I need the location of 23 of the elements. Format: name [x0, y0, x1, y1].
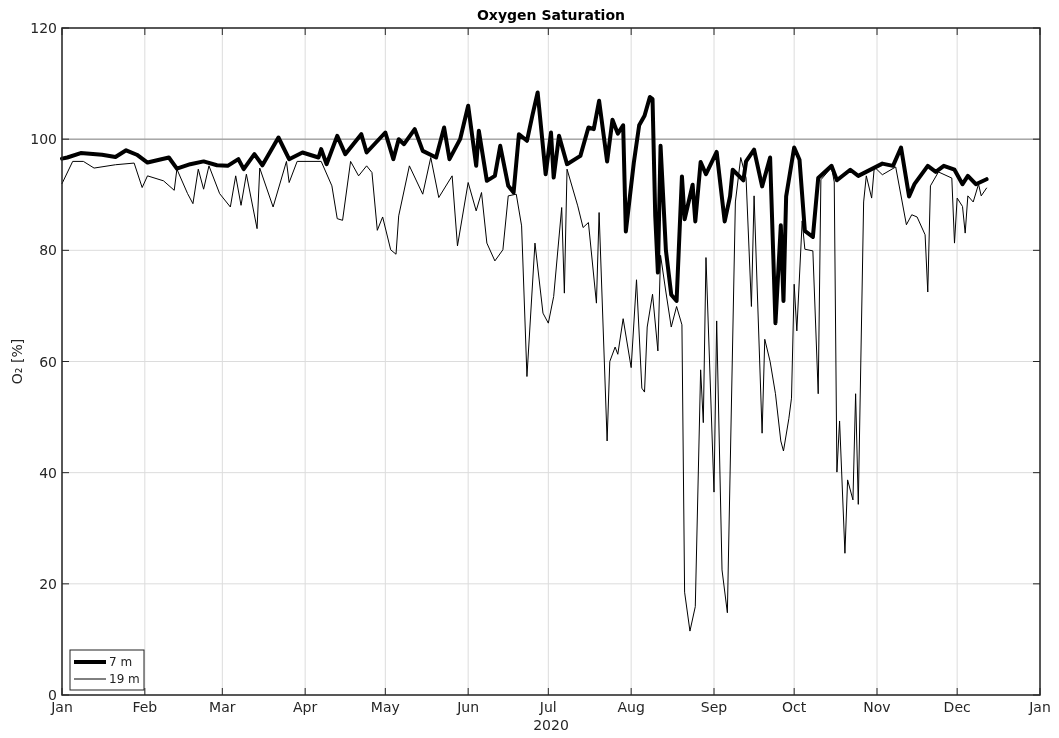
legend-label: 7 m	[109, 655, 133, 669]
y-tick-label: 100	[30, 131, 57, 148]
x-tick-label: Jul	[538, 699, 557, 715]
x-axis-title: 2020	[533, 717, 569, 733]
y-tick-label: 80	[39, 242, 57, 259]
x-tick-label: Dec	[943, 699, 971, 715]
x-tick-label: Jun	[456, 699, 480, 715]
x-tick-label: Mar	[209, 699, 236, 715]
x-tick-label: Oct	[782, 699, 807, 715]
legend-label: 19 m	[109, 672, 140, 686]
y-tick-label: 40	[39, 464, 57, 481]
x-tick-label: Nov	[863, 699, 891, 715]
chart-title: Oxygen Saturation	[476, 7, 626, 23]
y-tick-label: 120	[30, 20, 57, 36]
y-tick-label: 20	[39, 575, 57, 592]
x-tick-label: Apr	[293, 699, 318, 715]
x-tick-label: Jan	[1028, 699, 1051, 715]
x-tick-label: Aug	[617, 699, 645, 715]
y-tick-label: 60	[39, 353, 57, 370]
x-tick-label: Feb	[132, 699, 158, 715]
y-axis-title: O₂ [%]	[9, 338, 25, 385]
x-tick-label: May	[370, 699, 400, 715]
x-tick-label: Sep	[700, 699, 728, 715]
